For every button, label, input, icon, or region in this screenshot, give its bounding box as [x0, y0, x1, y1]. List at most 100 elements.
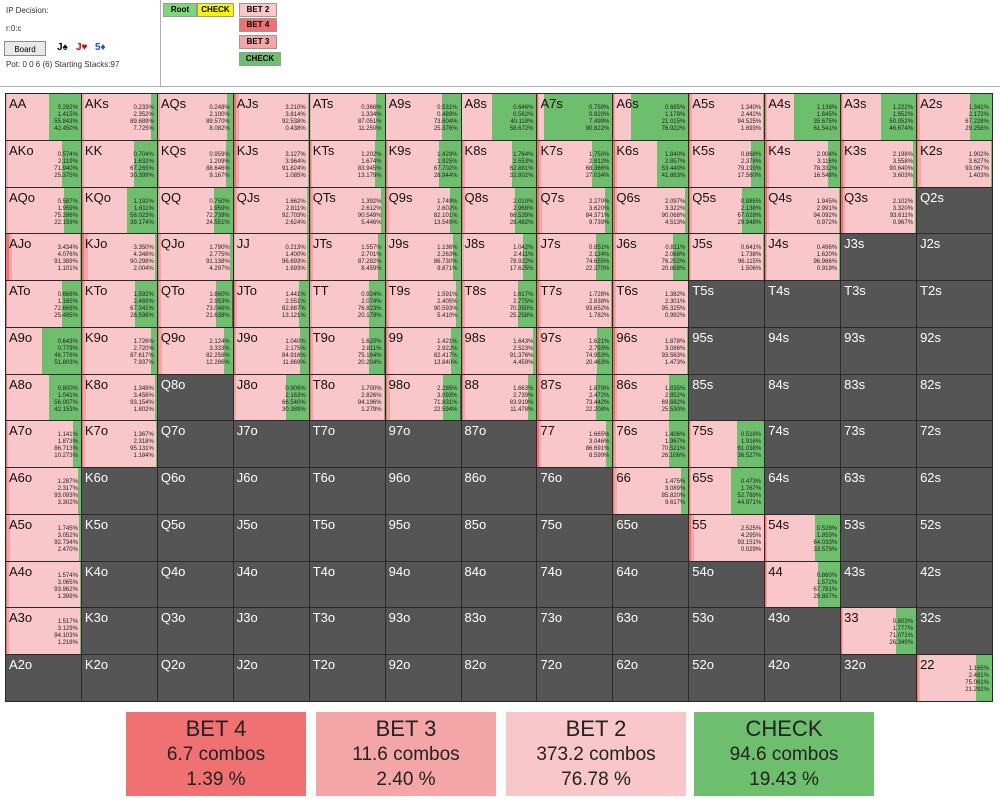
range-cell-98s[interactable]: 1.643% 2.523% 91.376% 4.459% 98s	[460, 326, 538, 375]
range-cell-K7s[interactable]: 1.750% 2.812% 68.366% 27.034% K7s	[536, 139, 614, 188]
range-cell-AKs[interactable]: 0.233% 2.352% 89.689% 7.725% AKs	[80, 93, 158, 141]
range-cell-53o[interactable]: 53o	[688, 607, 766, 656]
range-cell-Q5s[interactable]: 0.885% 2.138% 67.028% 29.948% Q5s	[688, 186, 766, 235]
range-cell-K6o[interactable]: K6o	[80, 467, 158, 515]
range-cell-98o[interactable]: 2.285% 3.093% 71.831% 22.594% 98o	[384, 373, 462, 422]
range-cell-33[interactable]: 0.803% 1.777% 71.071% 26.349% 33	[840, 607, 918, 656]
range-cell-94o[interactable]: 94o	[384, 560, 462, 609]
range-cell-T5o[interactable]: T5o	[308, 513, 386, 562]
range-cell-87s[interactable]: 1.879% 2.472% 73.442% 22.208% 87s	[536, 373, 614, 422]
range-cell-QQ[interactable]: 0.750% 1.959% 72.739% 24.551% QQ	[156, 186, 234, 235]
range-cell-KTo[interactable]: 1.592% 2.469% 67.341% 28.598% KTo	[80, 280, 158, 328]
range-cell-J9o[interactable]: 1.040% 2.175% 84.916% 11.869% J9o	[232, 326, 310, 375]
range-cell-Q7s[interactable]: 2.270% 3.620% 84.371% 9.739% Q7s	[536, 186, 614, 235]
range-cell-A3s[interactable]: 1.222% 1.652% 50.052% 46.674% A3s	[840, 93, 918, 141]
range-cell-KTs[interactable]: 1.202% 1.674% 83.945% 13.179% KTs	[308, 139, 386, 188]
range-cell-Q9s[interactable]: 1.749% 2.602% 82.101% 13.549% Q9s	[384, 186, 462, 235]
range-cell-K3o[interactable]: K3o	[80, 607, 158, 656]
range-cell-A7o[interactable]: 1.141% 1.873% 86.713% 10.273% A7o	[5, 420, 82, 469]
range-cell-Q9o[interactable]: 2.124% 3.333% 82.258% 12.286% Q9o	[156, 326, 234, 375]
range-cell-ATo[interactable]: 0.668% 1.165% 72.668% 25.495% ATo	[5, 280, 82, 328]
range-cell-32o[interactable]: 32o	[840, 654, 918, 702]
range-cell-J3s[interactable]: J3s	[840, 233, 918, 282]
range-cell-J8o[interactable]: 0.909% 2.163% 66.540% 30.389% J8o	[232, 373, 310, 422]
range-cell-QTs[interactable]: 1.392% 2.612% 90.549% 5.446% QTs	[308, 186, 386, 235]
range-cell-T6o[interactable]: T6o	[308, 467, 386, 515]
range-cell-JTs[interactable]: 1.557% 2.701% 87.282% 8.459% JTs	[308, 233, 386, 282]
range-cell-66[interactable]: 1.475% 3.089% 85.820% 9.617% 66	[612, 467, 690, 515]
range-cell-AJs[interactable]: 3.210% 3.814% 92.538% 0.438% AJs	[232, 93, 310, 141]
range-cell-95s[interactable]: 95s	[688, 326, 766, 375]
range-cell-K8s[interactable]: 1.764% 2.553% 62.881% 32.802% K8s	[460, 139, 538, 188]
range-cell-93o[interactable]: 93o	[384, 607, 462, 656]
range-cell-Q8s[interactable]: 2.010% 2.968% 66.539% 28.482% Q8s	[460, 186, 538, 235]
range-cell-76o[interactable]: 76o	[536, 467, 614, 515]
range-cell-J5o[interactable]: J5o	[232, 513, 310, 562]
range-cell-AQs[interactable]: 0.248% 2.100% 89.570% 8.082% AQs	[156, 93, 234, 141]
range-cell-J8s[interactable]: 1.042% 2.411% 78.922% 17.625% J8s	[460, 233, 538, 282]
range-cell-Q3s[interactable]: 2.102% 3.320% 93.611% 0.967% Q3s	[840, 186, 918, 235]
range-cell-94s[interactable]: 94s	[764, 326, 842, 375]
tree-root-button[interactable]: Root	[163, 3, 197, 17]
range-cell-AJo[interactable]: 3.434% 4.076% 91.389% 1.101% AJo	[5, 233, 82, 282]
range-cell-A3o[interactable]: 1.517% 3.129% 94.103% 1.218% A3o	[5, 607, 82, 656]
range-cell-92s[interactable]: 92s	[916, 326, 993, 375]
tree-bet3-button[interactable]: BET 3	[239, 35, 277, 49]
range-cell-J9s[interactable]: 1.136% 2.263% 86.730% 9.871% J9s	[384, 233, 462, 282]
range-cell-43o[interactable]: 43o	[764, 607, 842, 656]
range-cell-J2o[interactable]: J2o	[232, 654, 310, 702]
range-cell-62o[interactable]: 62o	[612, 654, 690, 702]
range-cell-65s[interactable]: 0.473% 1.767% 52.789% 44.971% 65s	[688, 467, 766, 515]
board-button[interactable]: Board	[4, 41, 46, 56]
range-cell-A2o[interactable]: A2o	[5, 654, 82, 702]
range-cell-82s[interactable]: 82s	[916, 373, 993, 422]
range-cell-52s[interactable]: 52s	[916, 513, 993, 562]
range-cell-Q7o[interactable]: Q7o	[156, 420, 234, 469]
range-cell-T9o[interactable]: 1.620% 2.811% 75.164% 20.204% T9o	[308, 326, 386, 375]
range-cell-T8o[interactable]: 1.700% 2.826% 94.196% 1.279% T8o	[308, 373, 386, 422]
range-cell-54o[interactable]: 54o	[688, 560, 766, 609]
range-cell-A9s[interactable]: 0.531% 0.489% 73.604% 25.376% A9s	[384, 93, 462, 141]
range-cell-A4s[interactable]: 1.139% 1.645% 35.675% 61.541% A4s	[764, 93, 842, 141]
range-cell-K4s[interactable]: 2.004% 3.116% 78.332% 16.548% K4s	[764, 139, 842, 188]
range-cell-76s[interactable]: 1.406% 1.967% 70.521% 26.106% 76s	[612, 420, 690, 469]
range-cell-84s[interactable]: 84s	[764, 373, 842, 422]
range-cell-54s[interactable]: 0.528% 1.859% 64.033% 33.579% 54s	[764, 513, 842, 562]
range-cell-52o[interactable]: 52o	[688, 654, 766, 702]
tree-check2-button[interactable]: CHECK	[239, 52, 281, 66]
range-cell-93s[interactable]: 93s	[840, 326, 918, 375]
range-cell-97o[interactable]: 97o	[384, 420, 462, 469]
range-cell-92o[interactable]: 92o	[384, 654, 462, 702]
range-cell-72s[interactable]: 72s	[916, 420, 993, 469]
range-cell-75s[interactable]: 0.519% 1.916% 61.038% 36.527% 75s	[688, 420, 766, 469]
range-cell-T6s[interactable]: 1.382% 2.301% 95.325% 0.992% T6s	[612, 280, 690, 328]
range-cell-84o[interactable]: 84o	[460, 560, 538, 609]
range-cell-42s[interactable]: 42s	[916, 560, 993, 609]
range-cell-Q2o[interactable]: Q2o	[156, 654, 234, 702]
range-cell-T5s[interactable]: T5s	[688, 280, 766, 328]
range-cell-J4s[interactable]: 0.496% 1.620% 96.966% 0.919% J4s	[764, 233, 842, 282]
range-cell-53s[interactable]: 53s	[840, 513, 918, 562]
range-cell-74o[interactable]: 74o	[536, 560, 614, 609]
range-cell-86o[interactable]: 86o	[460, 467, 538, 515]
range-cell-55[interactable]: 2.525% 4.295% 93.151% 0.029% 55	[688, 513, 766, 562]
range-cell-99[interactable]: 1.421% 2.922% 82.417% 13.840% 99	[384, 326, 462, 375]
range-cell-63o[interactable]: 63o	[612, 607, 690, 656]
range-cell-Q3o[interactable]: Q3o	[156, 607, 234, 656]
range-cell-95o[interactable]: 95o	[384, 513, 462, 562]
range-cell-J7o[interactable]: J7o	[232, 420, 310, 469]
range-cell-A2s[interactable]: 1.341% 2.172% 67.228% 29.258% A2s	[916, 93, 993, 141]
range-cell-J4o[interactable]: J4o	[232, 560, 310, 609]
range-cell-J6o[interactable]: J6o	[232, 467, 310, 515]
range-cell-A5o[interactable]: 1.745% 3.052% 92.734% 2.470% A5o	[5, 513, 82, 562]
range-cell-T3s[interactable]: T3s	[840, 280, 918, 328]
range-cell-Q2s[interactable]: Q2s	[916, 186, 993, 235]
range-cell-96o[interactable]: 96o	[384, 467, 462, 515]
range-cell-Q6s[interactable]: 2.097% 3.322% 90.068% 4.513% Q6s	[612, 186, 690, 235]
range-cell-Q6o[interactable]: Q6o	[156, 467, 234, 515]
range-cell-JJ[interactable]: 0.213% 1.400% 96.693% 1.693% JJ	[232, 233, 310, 282]
range-cell-T2o[interactable]: T2o	[308, 654, 386, 702]
range-cell-T7o[interactable]: T7o	[308, 420, 386, 469]
range-cell-A5s[interactable]: 1.340% 2.442% 94.525% 1.693% A5s	[688, 93, 766, 141]
range-cell-73o[interactable]: 73o	[536, 607, 614, 656]
